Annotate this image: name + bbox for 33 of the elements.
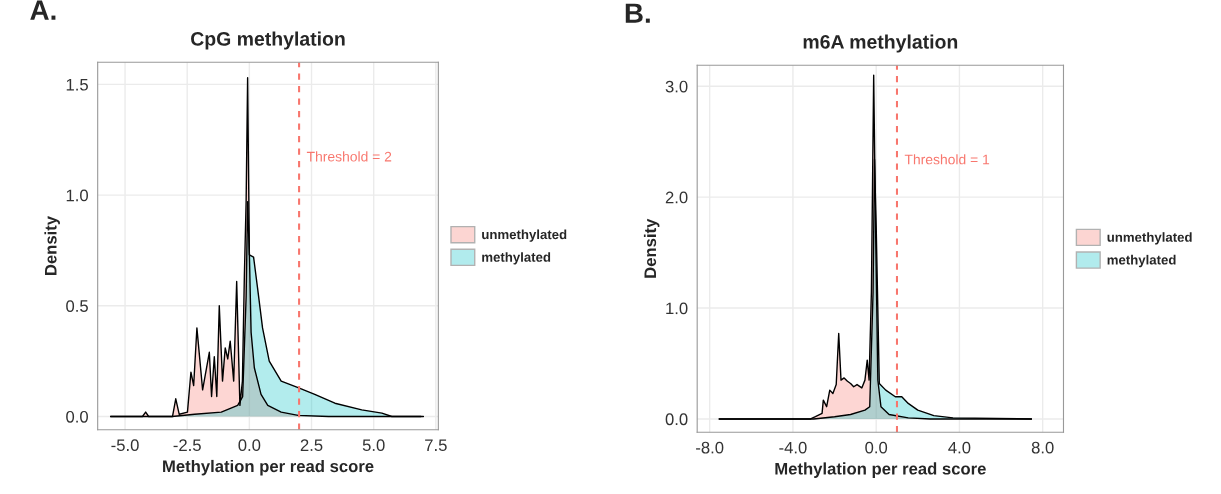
legend-label: unmethylated <box>1107 232 1192 245</box>
y-tick-label: 0.0 <box>66 410 88 423</box>
x-tick-label: -2.5 <box>173 439 201 452</box>
x-tick-label: 7.5 <box>425 439 447 452</box>
x-tick-label: 8.0 <box>1031 441 1054 454</box>
y-tick-label: 1.0 <box>66 189 88 202</box>
y-tick-label: 0.5 <box>66 300 88 312</box>
x-axis-title: Methylation per read score <box>775 462 986 478</box>
y-tick-label: 1.0 <box>666 302 688 315</box>
x-axis-title: Methylation per read score <box>163 459 374 476</box>
y-tick-label: 1.5 <box>66 78 88 91</box>
x-tick-label: -4.0 <box>779 441 807 454</box>
x-tick-label: 5.0 <box>362 439 385 452</box>
legend-label: methylated <box>482 252 551 265</box>
y-axis-title: Density <box>44 216 60 275</box>
chart-title: CpG methylation <box>191 31 345 50</box>
y-axis-title: Density <box>643 218 660 278</box>
x-tick-label: -8.0 <box>696 441 724 454</box>
y-tick-label: 3.0 <box>665 80 688 93</box>
x-tick-label: 0.0 <box>238 439 261 452</box>
x-tick-label: 2.5 <box>300 439 323 452</box>
chart-title: m6A methylation <box>803 34 958 53</box>
ref-line-label: Threshold = 2 <box>306 151 392 162</box>
x-tick-label: -5.0 <box>111 439 139 452</box>
legend-label: methylated <box>1107 254 1176 268</box>
ref-line-label: Threshold = 1 <box>904 154 990 165</box>
text: B. <box>625 3 650 23</box>
y-tick-label: 2.0 <box>665 191 688 204</box>
y-tick-label: 0.0 <box>665 413 688 426</box>
legend-label: unmethylated <box>482 229 567 242</box>
x-tick-label: 4.0 <box>948 441 971 454</box>
x-tick-label: 0.0 <box>865 441 888 454</box>
text: A. <box>30 0 56 20</box>
